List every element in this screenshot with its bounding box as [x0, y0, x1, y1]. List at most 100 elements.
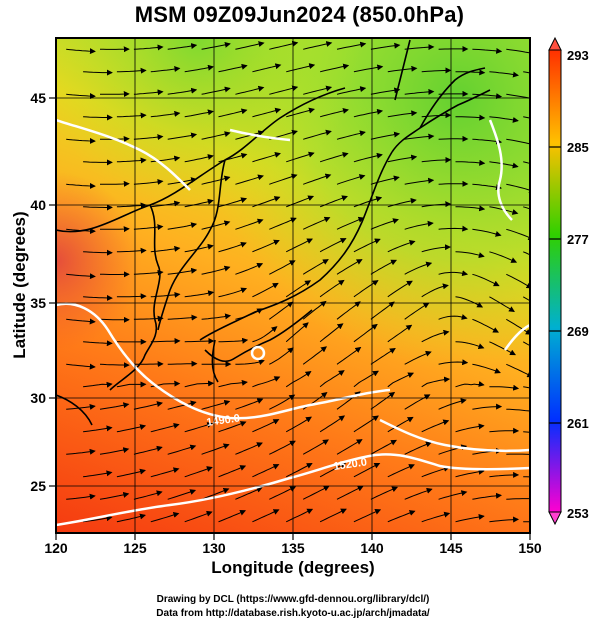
streamline [404, 302, 430, 320]
streamline [150, 423, 180, 433]
streamline [421, 67, 452, 74]
streamline [184, 510, 213, 523]
streamline [438, 490, 468, 500]
streamline [387, 416, 414, 433]
streamline [336, 346, 362, 365]
streamline [133, 401, 163, 410]
streamline [201, 313, 232, 320]
credit-data-source: Data from http://database.rish.kyoto-u.a… [156, 608, 430, 619]
streamline [167, 360, 198, 367]
lon-tick-label: 120 [44, 540, 68, 556]
streamline [387, 324, 413, 343]
streamline [201, 443, 230, 455]
streamline [319, 63, 350, 73]
streamline [133, 490, 163, 500]
streamline [523, 71, 530, 74]
lat-tick-label: 25 [30, 478, 46, 494]
streamline [99, 402, 130, 410]
streamline [235, 442, 263, 455]
streamline [116, 67, 147, 74]
colorbar-top-arrow [548, 36, 562, 51]
streamline [133, 44, 164, 51]
streamline [66, 493, 96, 500]
streamline [387, 280, 413, 298]
streamline [218, 197, 248, 208]
streamline [269, 217, 297, 230]
streamline [184, 290, 215, 298]
streamline [353, 323, 378, 343]
streamline [455, 296, 484, 308]
streamline [269, 85, 299, 95]
streamline [319, 107, 349, 118]
streamline [489, 251, 518, 263]
colorbar-tick-label: 293 [567, 48, 589, 63]
streamline [370, 439, 397, 455]
streamline [116, 112, 147, 119]
colorbar-bottom-arrow [548, 511, 562, 526]
streamline [133, 178, 164, 185]
lat-tick-labels: 25 30 35 40 45 [30, 90, 46, 494]
map-title: MSM 09Z09Jun2024 (850.0hPa) [134, 2, 465, 27]
streamline [523, 476, 530, 478]
streamline [302, 346, 327, 365]
streamline [387, 464, 415, 478]
streamline [235, 218, 264, 230]
streamline [455, 114, 486, 121]
streamline [489, 341, 516, 356]
streamline [66, 93, 96, 100]
lat-tick-label: 30 [30, 390, 46, 406]
streamline [99, 491, 130, 500]
streamline [472, 492, 502, 500]
streamline [319, 323, 344, 343]
streamline [370, 218, 399, 230]
streamline [286, 107, 315, 118]
streamline [353, 462, 381, 478]
streamline [302, 216, 331, 230]
streamline [455, 159, 486, 166]
streamline [455, 251, 485, 259]
streamline [66, 363, 96, 370]
x-axis-label: Longitude (degrees) [211, 558, 375, 577]
streamline [404, 177, 435, 185]
contour-labels: 1490.0 1520.0 [206, 412, 368, 473]
streamline [370, 486, 399, 500]
streamline [353, 152, 383, 163]
streamline [269, 260, 296, 275]
streamline [387, 510, 416, 523]
streamline [184, 466, 213, 478]
streamline [404, 487, 433, 500]
streamline [404, 220, 434, 230]
streamline [404, 350, 432, 365]
streamline [167, 267, 198, 275]
streamline [286, 151, 315, 163]
streamline [404, 88, 435, 95]
streamline [66, 403, 96, 410]
streamline [167, 400, 197, 410]
streamline [133, 89, 164, 96]
streamline [455, 341, 485, 349]
streamline [421, 329, 450, 343]
streamline [404, 394, 431, 410]
streamline [336, 216, 365, 230]
lon-tick-label: 145 [439, 540, 463, 556]
streamline [269, 301, 294, 320]
height-contours [56, 118, 530, 527]
streamline [404, 261, 433, 275]
streamline [235, 398, 264, 410]
lon-tick-label: 135 [281, 540, 305, 556]
streamline [133, 315, 164, 322]
streamline [285, 463, 313, 478]
streamline [421, 376, 451, 388]
streamline [83, 470, 113, 478]
streamline [489, 161, 519, 169]
streamline [285, 238, 314, 253]
streamline [252, 464, 280, 478]
streamline [100, 226, 130, 233]
streamline [303, 41, 333, 50]
streamline [116, 513, 146, 523]
streamline [438, 270, 469, 277]
streamline [83, 114, 113, 121]
streamline [184, 380, 215, 388]
streamline [438, 359, 469, 366]
